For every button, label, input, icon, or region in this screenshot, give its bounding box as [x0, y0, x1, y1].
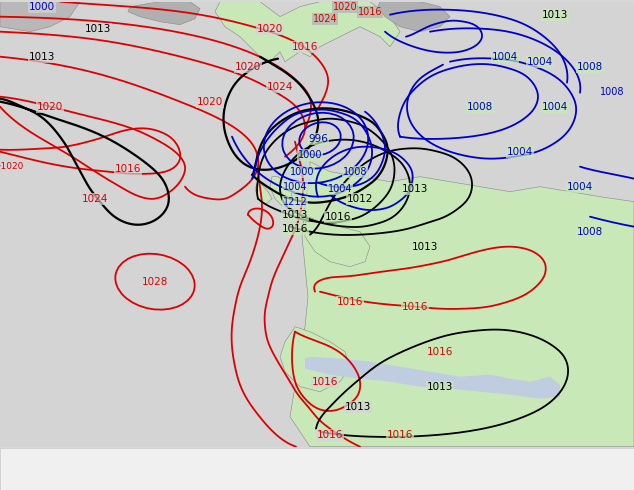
Text: 1020: 1020 — [37, 102, 63, 112]
Text: 1013: 1013 — [412, 242, 438, 252]
Text: 1016: 1016 — [387, 430, 413, 440]
Text: 1008: 1008 — [600, 87, 624, 97]
Text: 1004: 1004 — [283, 182, 307, 192]
Text: 1016: 1016 — [281, 223, 308, 234]
Text: 1013: 1013 — [281, 210, 308, 220]
Text: 1024: 1024 — [82, 194, 108, 204]
Polygon shape — [305, 357, 560, 399]
Text: 1008: 1008 — [343, 167, 367, 177]
Polygon shape — [290, 162, 634, 447]
Text: 1008: 1008 — [577, 62, 603, 72]
Text: 1020: 1020 — [235, 62, 261, 72]
Text: 1016: 1016 — [358, 7, 382, 17]
Text: 1020: 1020 — [197, 97, 223, 107]
Text: 1012: 1012 — [347, 194, 373, 204]
Text: 1000: 1000 — [290, 167, 314, 177]
Text: 1028: 1028 — [142, 277, 168, 287]
Text: 1013: 1013 — [542, 10, 568, 20]
Text: 1013: 1013 — [427, 382, 453, 392]
Polygon shape — [128, 1, 200, 24]
Text: 1004: 1004 — [507, 147, 533, 157]
Text: 1016: 1016 — [317, 430, 343, 440]
Text: 1004: 1004 — [328, 184, 353, 194]
Text: 1016: 1016 — [337, 296, 363, 307]
Text: 1013: 1013 — [29, 51, 55, 62]
Text: 1004: 1004 — [492, 51, 518, 62]
Text: 1004: 1004 — [527, 57, 553, 67]
Text: 1016: 1016 — [427, 347, 453, 357]
Text: 1016: 1016 — [402, 302, 428, 312]
Text: 1004: 1004 — [567, 182, 593, 192]
Text: 1004: 1004 — [542, 102, 568, 112]
Text: Surface pressure [hPa] ECMWF: Surface pressure [hPa] ECMWF — [3, 459, 172, 469]
Text: 1013: 1013 — [345, 402, 371, 412]
Polygon shape — [0, 1, 80, 32]
Polygon shape — [278, 152, 315, 192]
Text: 1212: 1212 — [283, 196, 307, 207]
Text: 1013: 1013 — [402, 184, 428, 194]
Text: 1024: 1024 — [313, 14, 337, 24]
Text: ©weatheronline.co.uk: ©weatheronline.co.uk — [522, 480, 631, 490]
Text: 1020: 1020 — [257, 24, 283, 34]
Text: 1016: 1016 — [115, 164, 141, 173]
Text: 1000: 1000 — [29, 1, 55, 12]
Text: Th 06-06-2024 00:00 UTC (06+18): Th 06-06-2024 00:00 UTC (06+18) — [442, 459, 631, 469]
Polygon shape — [378, 1, 450, 32]
Text: 1020: 1020 — [333, 1, 358, 12]
Text: 996: 996 — [308, 134, 328, 144]
Polygon shape — [255, 182, 272, 205]
Text: 1016: 1016 — [292, 42, 318, 51]
Text: 1008: 1008 — [467, 102, 493, 112]
Text: 1016: 1016 — [312, 377, 338, 387]
Text: 1016: 1016 — [325, 212, 351, 221]
Polygon shape — [215, 1, 400, 62]
Text: 1000: 1000 — [298, 149, 322, 160]
Polygon shape — [305, 217, 370, 267]
Text: 1013: 1013 — [85, 24, 111, 34]
Text: 1008: 1008 — [577, 227, 603, 237]
Polygon shape — [280, 327, 350, 392]
Text: ~1020: ~1020 — [0, 162, 23, 171]
Text: 1024: 1024 — [267, 82, 293, 92]
Polygon shape — [270, 177, 292, 207]
